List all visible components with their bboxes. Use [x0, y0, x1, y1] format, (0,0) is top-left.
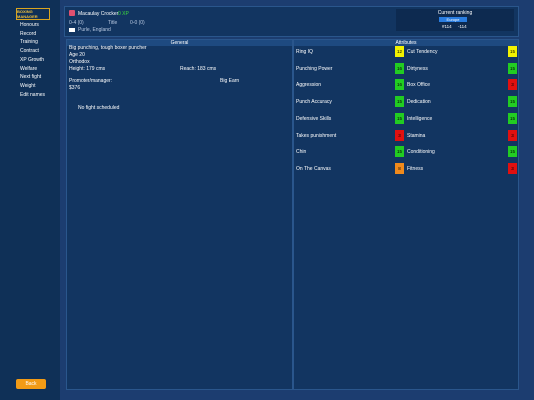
attribute-name: Punching Power: [296, 65, 333, 72]
general-line: Height: 179 cms: [69, 66, 106, 72]
attribute-name: Stamina: [407, 132, 426, 139]
avatar-icon: [69, 10, 75, 16]
logo: BOXING MANAGER: [16, 8, 50, 20]
attribute-name: Takes punishment: [296, 132, 337, 139]
menu-item[interactable]: Weight: [20, 82, 36, 89]
menu-item[interactable]: Edit names: [20, 91, 46, 98]
menu-item[interactable]: Contract: [20, 48, 39, 55]
attribute-value: 15: [508, 96, 517, 108]
back-button[interactable]: Back: [16, 379, 46, 389]
attribute-value: 3: [508, 162, 517, 174]
general-line: Orthodox: [69, 59, 90, 65]
attributes-panel: Attributes: [293, 39, 519, 390]
money: $376: [69, 85, 81, 91]
ranking-position: #114: [442, 24, 452, 29]
general-line: Age 20: [69, 52, 85, 58]
promoter-label: Promoter/manager:: [69, 78, 113, 84]
record: 0-4 (0): [69, 20, 84, 26]
attribute-name: Conditioning: [407, 149, 435, 156]
general-title: General: [67, 40, 292, 46]
attribute-value: 8: [395, 162, 404, 174]
attribute-name: Intelligence: [407, 115, 433, 122]
ranking-change: -114: [458, 24, 467, 29]
attribute-name: On The Canvas: [296, 165, 331, 172]
menu-item[interactable]: XP Growth: [20, 56, 45, 63]
menu-item[interactable]: Next fight: [20, 74, 42, 81]
attributes-title: Attributes: [294, 40, 518, 46]
general-line: Big punching, tough boxer puncher: [69, 45, 147, 51]
attribute-name: Fitness: [407, 165, 424, 172]
attribute-value: 16: [395, 62, 404, 74]
attribute-value: 15: [395, 112, 404, 124]
menu-item[interactable]: Record: [20, 30, 37, 37]
attribute-value: 15: [395, 96, 404, 108]
attribute-value: 12: [395, 46, 404, 57]
sidebar: [0, 0, 60, 400]
attribute-value: 15: [508, 112, 517, 124]
attribute-name: Dirtyness: [407, 65, 428, 72]
menu-item[interactable]: Training: [20, 39, 38, 46]
title-label: Title: [108, 20, 118, 26]
promoter: Big Earn: [220, 78, 240, 84]
attribute-name: Chin: [296, 149, 307, 156]
ranking-title: Current ranking: [437, 10, 473, 16]
attribute-value: 3: [508, 79, 517, 91]
flag: [69, 28, 75, 32]
general-panel: General: [66, 39, 293, 390]
attribute-value: 3: [508, 129, 517, 141]
title-record: 0-0 (0): [130, 20, 145, 26]
menu-item[interactable]: Honours: [20, 22, 39, 28]
attribute-value: 16: [395, 79, 404, 91]
attribute-name: Defensive Skills: [296, 115, 332, 122]
attribute-name: Box Office: [407, 82, 430, 89]
attribute-value: 3: [395, 129, 404, 141]
attribute-value: 15: [508, 146, 517, 158]
attribute-name: Dedication: [407, 99, 431, 106]
location: Purle, England: [78, 27, 111, 33]
attribute-value: 15: [508, 62, 517, 74]
attribute-name: Aggression: [296, 82, 322, 89]
reach: Reach: 183 cms: [180, 66, 217, 72]
ranking-region[interactable]: Europe: [439, 17, 467, 22]
attribute-name: Cut Tendency: [407, 49, 438, 55]
menu-item[interactable]: Welfare: [20, 65, 38, 72]
boxer-name: Macaulay Crocker: [78, 11, 119, 17]
attribute-name: Punch Accuracy: [296, 99, 332, 106]
attribute-value: 15: [395, 146, 404, 158]
attribute-value: 15: [508, 46, 517, 57]
attribute-name: Ring IQ: [296, 49, 313, 55]
next-fight: No fight scheduled: [78, 105, 120, 111]
xp: 0 XP: [118, 11, 129, 17]
